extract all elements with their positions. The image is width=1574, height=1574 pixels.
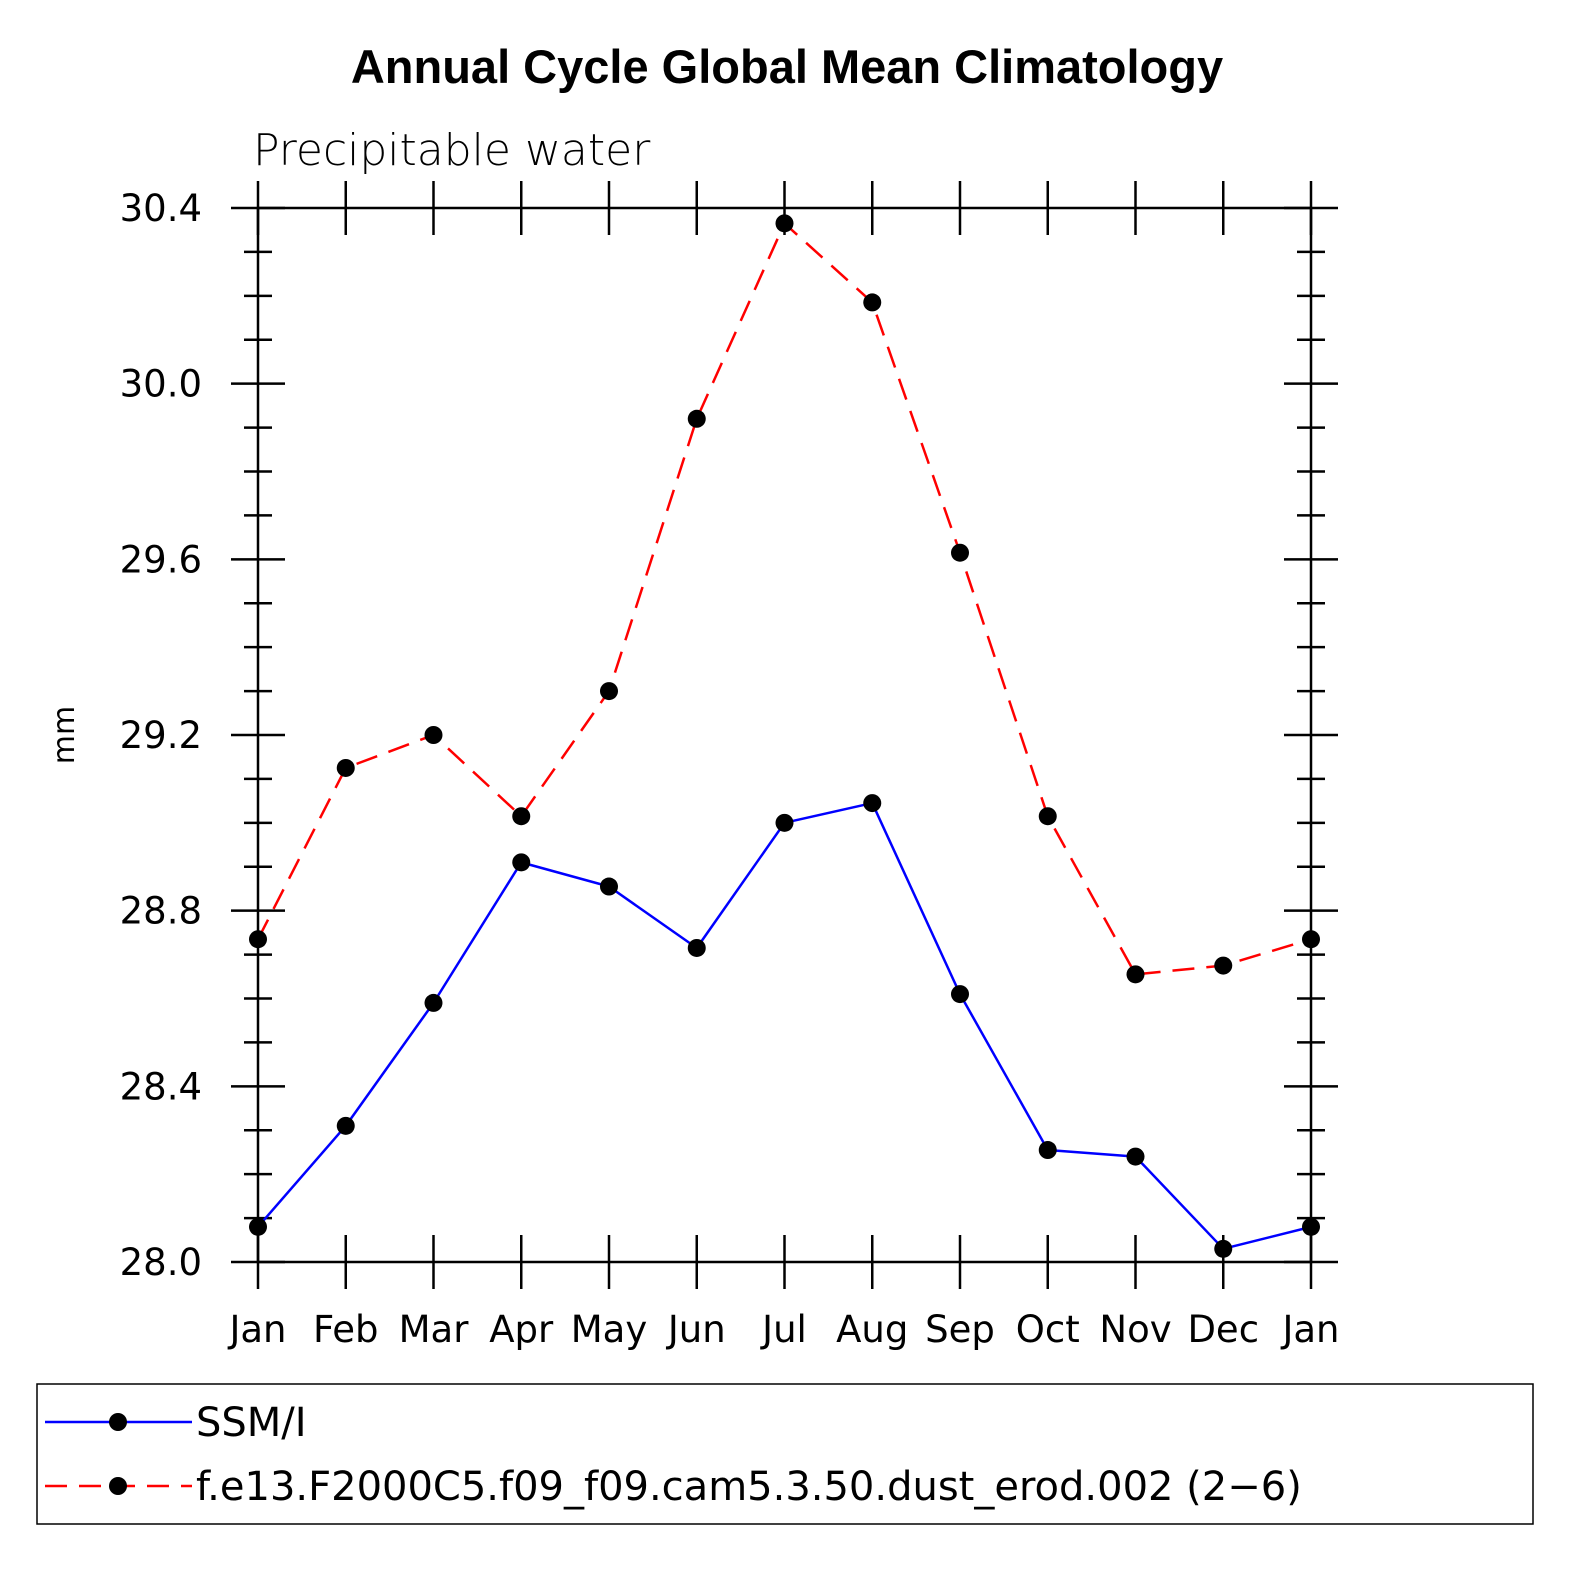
data-point-1 [863, 293, 882, 312]
x-tick-label: May [571, 1308, 648, 1351]
data-point-0 [1302, 1217, 1320, 1236]
x-tick-label: Nov [1099, 1308, 1171, 1351]
data-point-0 [1126, 1147, 1145, 1166]
x-tick-label: Jan [227, 1308, 286, 1351]
data-point-0 [951, 985, 969, 1004]
x-tick-label: Feb [313, 1308, 379, 1351]
data-point-0 [424, 993, 443, 1012]
data-point-0 [512, 853, 531, 872]
y-tick-label: 28.4 [120, 1065, 202, 1108]
x-tick-label: Dec [1187, 1308, 1259, 1351]
x-tick-label: Apr [489, 1308, 554, 1351]
data-point-0 [336, 1116, 355, 1135]
chart-subtitle: Precipitable water [253, 125, 651, 176]
y-tick-label: 28.0 [120, 1241, 202, 1284]
x-tick-label: Oct [1016, 1308, 1080, 1351]
series-line-0 [257, 801, 1312, 1251]
y-tick-label: 28.8 [120, 890, 202, 933]
x-tick-labels: Jan Feb Mar Apr May Jun Jul Aug Sep Oct Nov Dec Jan [227, 1308, 1339, 1351]
x-tick-label: Jun [666, 1308, 726, 1351]
y-tick-label: 30.4 [120, 187, 202, 230]
series-line-1 [256, 222, 1312, 976]
x-tick-label: Aug [836, 1308, 908, 1351]
y-axis-label: mm [47, 706, 82, 764]
x-tick-label: Jan [1280, 1308, 1339, 1351]
y-tick-label: 30.0 [120, 363, 202, 406]
data-point-0 [1214, 1239, 1233, 1258]
data-point-1 [1214, 956, 1233, 975]
axis-ticks [231, 181, 1338, 1289]
legend-label-1: f.e13.F2000C5.f09_f09.cam5.3.50.dust_ero… [196, 1464, 1302, 1510]
data-point-1 [512, 807, 531, 826]
data-point-0 [600, 877, 618, 896]
data-point-0 [863, 794, 882, 813]
data-point-1 [424, 726, 443, 744]
data-point-0 [1038, 1141, 1057, 1160]
chart-title: Annual Cycle Global Mean Climatology [351, 40, 1223, 93]
data-point-1 [1302, 930, 1320, 949]
data-point-1 [951, 543, 969, 562]
legend-marker-1 [109, 1477, 127, 1495]
legend-box [36, 1383, 1534, 1525]
data-point-1 [687, 409, 706, 428]
data-point-1 [336, 758, 355, 777]
plot-frame [256, 206, 1313, 1264]
legend-marker-0 [109, 1413, 127, 1431]
legend-label-0: SSM/I [196, 1400, 307, 1446]
y-tick-labels: 28.0 28.4 28.8 29.2 29.6 30.0 30.4 [120, 187, 202, 1284]
data-point-1 [600, 682, 618, 701]
data-point-0 [775, 813, 794, 832]
data-point-1 [1038, 807, 1057, 826]
data-point-0 [687, 938, 706, 957]
x-tick-label: Mar [399, 1308, 470, 1351]
legend: SSM/I f.e13.F2000C5.f09_f09.cam5.3.50.dus… [45, 1400, 1302, 1510]
data-point-0 [249, 1217, 267, 1236]
x-tick-label: Jul [760, 1308, 807, 1351]
x-tick-label: Sep [925, 1308, 995, 1351]
series-layer [249, 214, 1320, 1258]
y-tick-label: 29.6 [120, 538, 202, 581]
data-point-1 [249, 930, 267, 949]
data-point-1 [775, 214, 794, 233]
y-tick-label: 29.2 [120, 714, 202, 757]
data-point-1 [1126, 965, 1145, 984]
